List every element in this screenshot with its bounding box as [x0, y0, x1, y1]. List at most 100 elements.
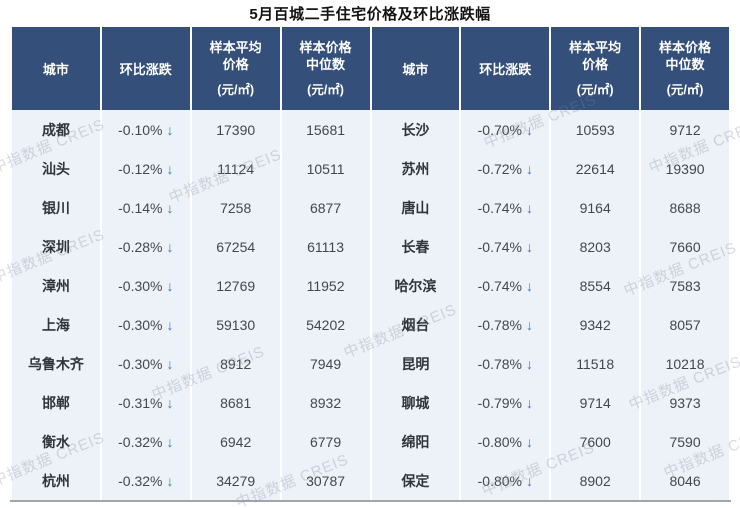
change-cell: -0.14% ↓: [101, 188, 190, 227]
city-cell: 邯郸: [12, 383, 100, 422]
down-arrow-icon: ↓: [166, 472, 174, 489]
avg-price-cell: 12769: [191, 266, 280, 305]
median-price-cell: 7590: [641, 422, 729, 461]
change-value: -0.78%: [477, 316, 522, 333]
col-header-unit: (元/㎡): [576, 82, 614, 97]
change-cell: -0.80% ↓: [461, 461, 550, 500]
avg-price-cell: 6942: [191, 422, 280, 461]
table-row: 漳州 -0.30% ↓ 12769 11952 哈尔滨 -0.74% ↓ 8554 …: [12, 266, 729, 305]
avg-price-cell: 17390: [191, 110, 280, 149]
table-row: 衡水 -0.32% ↓ 6942 6779 绵阳 -0.80% ↓ 7600 759…: [12, 422, 729, 461]
down-arrow-icon: ↓: [166, 394, 174, 411]
col-header-label: 样本平均: [569, 39, 622, 55]
change-cell: -0.12% ↓: [101, 149, 190, 188]
change-cell: -0.70% ↓: [461, 110, 550, 149]
change-cell: -0.79% ↓: [461, 383, 550, 422]
change-cell: -0.74% ↓: [461, 188, 550, 227]
down-arrow-icon: ↓: [166, 160, 174, 177]
down-arrow-icon: ↓: [166, 433, 174, 450]
city-cell: 长沙: [371, 110, 460, 149]
avg-price-cell: 11518: [551, 344, 640, 383]
city-cell: 成都: [12, 110, 100, 149]
change-value: -0.79%: [477, 394, 522, 411]
col-header-label: 环比涨跌: [119, 62, 172, 77]
median-price-cell: 10511: [281, 149, 370, 188]
median-price-cell: 6779: [281, 422, 370, 461]
change-cell: -0.30% ↓: [101, 305, 190, 344]
change-cell: -0.32% ↓: [101, 422, 190, 461]
change-cell: -0.74% ↓: [461, 266, 550, 305]
col-header-avg-price-left: 样本平均 价格 (元/㎡): [191, 27, 280, 110]
city-cell: 银川: [12, 188, 100, 227]
median-price-cell: 11952: [281, 266, 370, 305]
median-price-cell: 8057: [641, 305, 729, 344]
change-value: -0.78%: [477, 355, 522, 372]
avg-price-cell: 8554: [551, 266, 640, 305]
col-header-city-right: 城市: [371, 27, 460, 110]
col-header-median-price-left: 样本价格 中位数 (元/㎡): [281, 27, 370, 110]
city-cell: 苏州: [371, 149, 460, 188]
avg-price-cell: 10593: [551, 110, 640, 149]
col-header-change-right: 环比涨跌: [461, 27, 550, 110]
median-price-cell: 15681: [281, 110, 370, 149]
change-value: -0.72%: [477, 160, 522, 177]
change-cell: -0.10% ↓: [101, 110, 190, 149]
down-arrow-icon: ↓: [166, 277, 174, 294]
down-arrow-icon: ↓: [525, 472, 533, 489]
avg-price-cell: 8912: [191, 344, 280, 383]
city-cell: 唐山: [371, 188, 460, 227]
median-price-cell: 7949: [281, 344, 370, 383]
down-arrow-icon: ↓: [166, 238, 174, 255]
col-header-label: 价格: [222, 56, 249, 72]
city-cell: 漳州: [12, 266, 100, 305]
table-row: 邯郸 -0.31% ↓ 8681 8932 聊城 -0.79% ↓ 9714 937…: [12, 383, 729, 422]
avg-price-cell: 8902: [551, 461, 640, 500]
avg-price-cell: 34279: [191, 461, 280, 500]
down-arrow-icon: ↓: [525, 277, 533, 294]
median-price-cell: 9373: [641, 383, 729, 422]
median-price-cell: 7583: [641, 266, 729, 305]
change-value: -0.30%: [118, 355, 163, 372]
avg-price-cell: 9342: [551, 305, 640, 344]
price-table: 城市 环比涨跌 样本平均 价格 (元/㎡) 样本价格 中位数 (元/: [10, 27, 731, 502]
median-price-cell: 61113: [281, 227, 370, 266]
city-cell: 绵阳: [371, 422, 460, 461]
change-cell: -0.74% ↓: [461, 227, 550, 266]
avg-price-cell: 22614: [551, 149, 640, 188]
change-cell: -0.80% ↓: [461, 422, 550, 461]
city-cell: 衡水: [12, 422, 100, 461]
change-value: -0.30%: [118, 277, 163, 294]
down-arrow-icon: ↓: [166, 316, 174, 333]
down-arrow-icon: ↓: [525, 394, 533, 411]
avg-price-cell: 9164: [551, 188, 640, 227]
down-arrow-icon: ↓: [525, 121, 533, 138]
avg-price-cell: 7258: [191, 188, 280, 227]
col-header-unit: (元/㎡): [217, 82, 255, 97]
avg-price-cell: 8681: [191, 383, 280, 422]
city-cell: 深圳: [12, 227, 100, 266]
col-header-median-price-right: 样本价格 中位数 (元/㎡): [641, 27, 729, 110]
col-header-label: 样本价格: [299, 39, 352, 55]
city-cell: 乌鲁木齐: [12, 344, 100, 383]
change-value: -0.28%: [118, 238, 163, 255]
down-arrow-icon: ↓: [525, 355, 533, 372]
down-arrow-icon: ↓: [525, 160, 533, 177]
down-arrow-icon: ↓: [166, 355, 174, 372]
city-cell: 杭州: [12, 461, 100, 500]
avg-price-cell: 8203: [551, 227, 640, 266]
col-header-label: 环比涨跌: [479, 62, 532, 77]
col-header-label: 价格: [582, 56, 609, 72]
col-header-change-left: 环比涨跌: [101, 27, 190, 110]
change-value: -0.74%: [477, 277, 522, 294]
change-cell: -0.72% ↓: [461, 149, 550, 188]
median-price-cell: 54202: [281, 305, 370, 344]
median-price-cell: 8046: [641, 461, 729, 500]
table-row: 杭州 -0.32% ↓ 34279 30787 保定 -0.80% ↓ 8902 8…: [12, 461, 729, 500]
city-cell: 哈尔滨: [371, 266, 460, 305]
col-header-unit: (元/㎡): [666, 82, 704, 97]
change-value: -0.12%: [118, 160, 163, 177]
change-cell: -0.32% ↓: [101, 461, 190, 500]
header-row: 城市 环比涨跌 样本平均 价格 (元/㎡) 样本价格 中位数 (元/: [12, 27, 729, 110]
change-cell: -0.30% ↓: [101, 344, 190, 383]
